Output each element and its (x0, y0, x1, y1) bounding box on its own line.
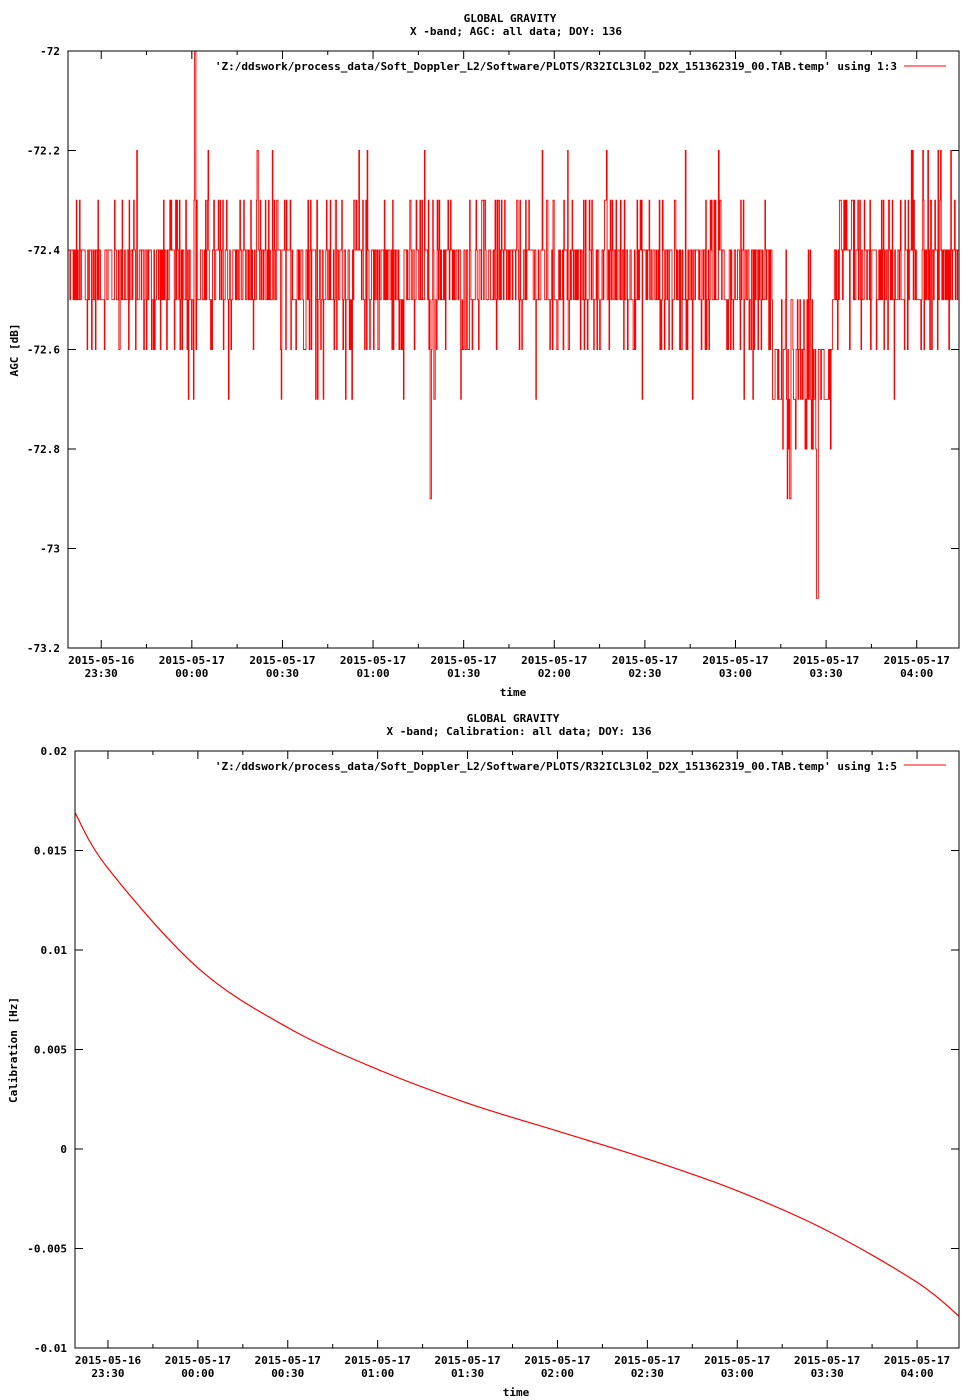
x-tick-label-time: 01:00 (361, 1367, 394, 1380)
x-tick-label-time: 00:30 (266, 667, 299, 680)
y-tick-label: 0.015 (34, 845, 67, 858)
legend-label: 'Z:/ddswork/process_data/Soft_Doppler_L2… (215, 760, 897, 773)
x-tick-label-date: 2015-05-17 (249, 654, 315, 667)
x-tick-label-time: 02:30 (631, 1367, 664, 1380)
x-tick-label-date: 2015-05-16 (68, 654, 135, 667)
x-tick-label-time: 02:30 (628, 667, 661, 680)
x-tick-label-date: 2015-05-17 (434, 1354, 500, 1367)
y-tick-label: 0.02 (41, 745, 68, 758)
x-tick-label-date: 2015-05-17 (704, 1354, 770, 1367)
x-tick-label-date: 2015-05-17 (165, 1354, 231, 1367)
x-tick-label-time: 00:30 (271, 1367, 304, 1380)
x-tick-label-date: 2015-05-17 (793, 654, 859, 667)
x-tick-label-date: 2015-05-17 (702, 654, 768, 667)
agc-chart: GLOBAL GRAVITY X -band; AGC: all data; D… (8, 12, 960, 699)
chart-title: GLOBAL GRAVITY (464, 12, 557, 25)
legend-label: 'Z:/ddswork/process_data/Soft_Doppler_L2… (215, 60, 897, 73)
x-tick-label-time: 03:00 (719, 667, 752, 680)
x-tick-label-date: 2015-05-17 (524, 1354, 590, 1367)
x-tick-label-time: 01:00 (356, 667, 389, 680)
x-tick-label-date: 2015-05-17 (431, 654, 497, 667)
x-tick-label-date: 2015-05-17 (340, 654, 406, 667)
y-tick-label: -0.005 (27, 1243, 67, 1256)
x-tick-label-time: 01:30 (451, 1367, 484, 1380)
x-tick-label-date: 2015-05-17 (612, 654, 678, 667)
x-axis-label: time (503, 1386, 530, 1399)
plot-frame (67, 50, 960, 649)
y-axis-label: AGC [dB] (8, 324, 21, 377)
x-tick-label-date: 2015-05-17 (521, 654, 587, 667)
x-tick-label-time: 23:30 (85, 667, 118, 680)
y-tick-label: 0.005 (34, 1044, 67, 1057)
y-tick-label: -72.2 (27, 145, 60, 158)
tick-marks (75, 750, 959, 1349)
chart-title: GLOBAL GRAVITY (467, 712, 560, 725)
x-tick-label-date: 2015-05-17 (794, 1354, 860, 1367)
x-tick-label-time: 03:00 (721, 1367, 754, 1380)
calibration-series (74, 812, 960, 1317)
x-tick-labels: 2015-05-1623:302015-05-1700:002015-05-17… (68, 654, 950, 680)
x-tick-label-time: 04:00 (900, 1367, 933, 1380)
x-tick-labels: 2015-05-1623:302015-05-1700:002015-05-17… (75, 1354, 950, 1380)
x-tick-label-time: 01:30 (447, 667, 480, 680)
x-tick-label-time: 00:00 (181, 1367, 214, 1380)
y-tick-label: -73.2 (27, 642, 60, 655)
x-tick-label-date: 2015-05-16 (75, 1354, 142, 1367)
x-tick-label-time: 23:30 (91, 1367, 124, 1380)
y-tick-label: 0 (60, 1143, 67, 1156)
y-tick-label: -72.4 (27, 244, 60, 257)
y-tick-label: -73 (40, 543, 60, 556)
x-tick-label-time: 03:30 (810, 667, 843, 680)
x-tick-label-time: 03:30 (811, 1367, 844, 1380)
x-tick-label-time: 02:00 (541, 1367, 574, 1380)
y-axis-label: Calibration [Hz] (7, 997, 20, 1103)
x-tick-label-time: 00:00 (175, 667, 208, 680)
chart-subtitle: X -band; AGC: all data; DOY: 136 (410, 25, 622, 38)
x-tick-label-date: 2015-05-17 (255, 1354, 321, 1367)
y-tick-labels: 0.02 0.015 0.01 0.005 0 -0.005 -0.01 (27, 745, 67, 1355)
x-tick-label-date: 2015-05-17 (884, 1354, 950, 1367)
y-tick-label: -72.8 (27, 443, 60, 456)
x-axis-label: time (500, 686, 527, 699)
x-tick-label-time: 02:00 (538, 667, 571, 680)
chart-subtitle: X -band; Calibration: all data; DOY: 136 (387, 725, 652, 738)
agc-series (68, 50, 959, 599)
y-tick-labels: -72 -72.2 -72.4 -72.6 -72.8 -73 -73.2 (27, 45, 60, 655)
y-tick-label: -72.6 (27, 344, 60, 357)
x-tick-label-time: 04:00 (900, 667, 933, 680)
x-tick-label-date: 2015-05-17 (345, 1354, 411, 1367)
calibration-chart: GLOBAL GRAVITY X -band; Calibration: all… (7, 712, 960, 1399)
y-tick-label: -0.01 (34, 1342, 67, 1355)
series-line (74, 812, 960, 1317)
series-line (68, 50, 959, 599)
x-tick-label-date: 2015-05-17 (884, 654, 950, 667)
x-tick-label-date: 2015-05-17 (159, 654, 225, 667)
y-tick-label: 0.01 (41, 944, 68, 957)
y-tick-label: -72 (40, 45, 60, 58)
plot-frame (74, 750, 960, 1349)
x-tick-label-date: 2015-05-17 (614, 1354, 680, 1367)
